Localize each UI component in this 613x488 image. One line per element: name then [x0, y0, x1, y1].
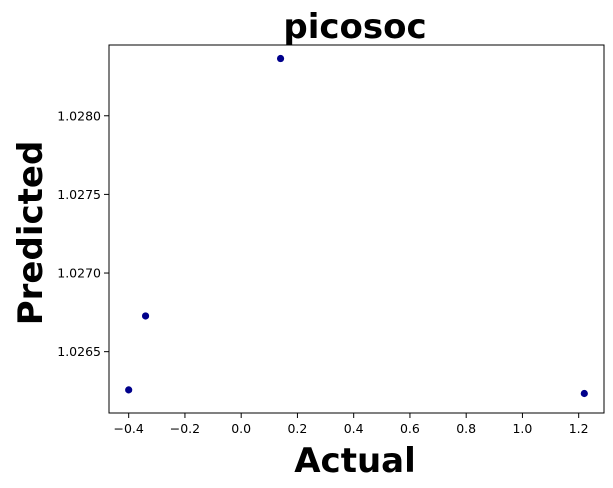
x-tick-label: 0.0	[231, 421, 251, 436]
chart-title: picosoc	[283, 7, 426, 47]
x-tick-label: 0.8	[456, 421, 476, 436]
x-tick-label: 0.4	[344, 421, 364, 436]
y-tick-label: 1.0265	[57, 344, 101, 359]
data-points	[125, 54, 588, 398]
x-tick-label: −0.4	[114, 421, 144, 436]
data-point	[141, 312, 150, 320]
y-axis: 1.0265 1.0270 1.0275 1.0280	[57, 108, 109, 359]
x-tick-label: 1.0	[512, 421, 532, 436]
y-tick-label: 1.0270	[57, 266, 101, 281]
data-point	[276, 54, 285, 63]
x-tick-label: 0.2	[287, 421, 307, 436]
y-tick-label: 1.0275	[57, 187, 101, 202]
x-tick-label: 0.6	[400, 421, 420, 436]
data-point	[580, 389, 588, 398]
x-axis-label: Actual	[294, 441, 416, 481]
y-axis-label: Predicted	[11, 141, 51, 326]
data-point	[125, 386, 133, 394]
plot-frame	[108, 44, 605, 414]
x-tick-label: 1.2	[569, 421, 589, 436]
y-tick-label: 1.0280	[57, 108, 101, 123]
x-axis: −0.4 −0.2 0.0 0.2 0.4 0.6 0.8 1.0 1.2	[114, 413, 589, 436]
x-tick-label: −0.2	[170, 421, 200, 436]
